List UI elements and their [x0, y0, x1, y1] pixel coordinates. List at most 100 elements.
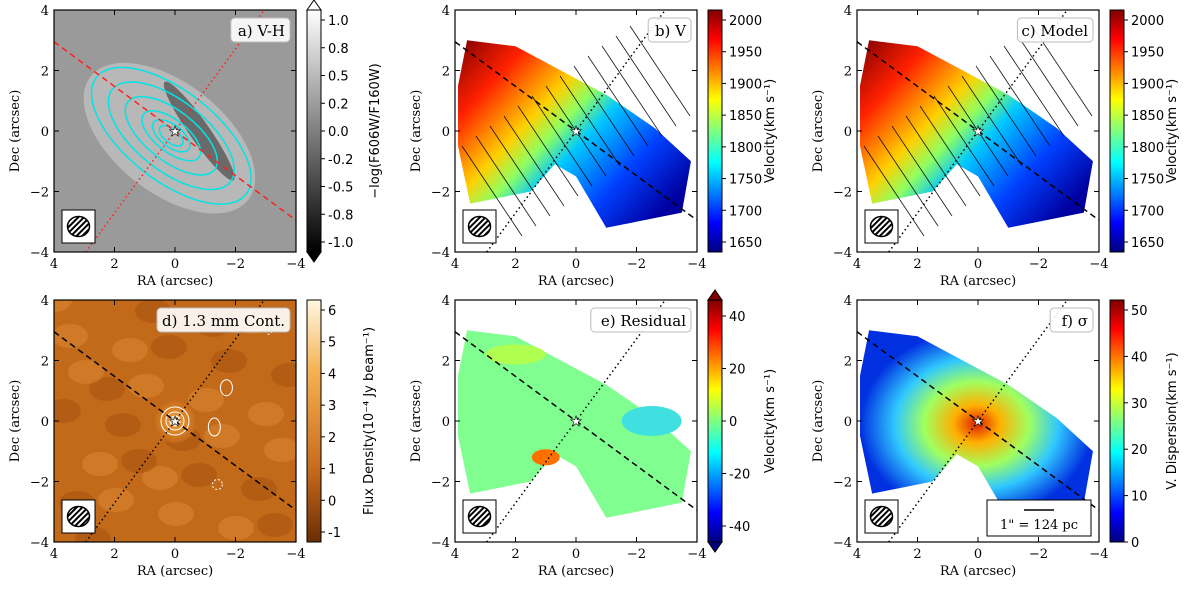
y-tick-label: −4 — [431, 246, 450, 261]
y-tick-label: −4 — [30, 246, 49, 261]
scale-bar-label: 1" = 124 pc — [1000, 518, 1078, 533]
colorbar-tick-label: 20 — [729, 363, 746, 378]
colorbar-tick-label: -0.2 — [328, 153, 353, 168]
x-tick-label: −4 — [1089, 547, 1108, 562]
x-axis-label: RA (arcsec) — [137, 274, 213, 289]
y-tick-label: −2 — [431, 186, 450, 201]
scale-bar-box — [986, 499, 1092, 537]
panel-label: b) V — [655, 22, 687, 40]
beam-ellipse-icon — [66, 505, 91, 528]
colorbar — [707, 9, 723, 253]
map-image — [458, 25, 691, 237]
noise-blob — [98, 488, 134, 512]
beam-ellipse-icon — [66, 215, 91, 238]
colorbar-label: Flux Density(10⁻⁴ Jy beam⁻¹) — [362, 327, 377, 515]
panel-label: c) Model — [1021, 22, 1088, 40]
colorbar-tick-label: 1 — [328, 463, 336, 478]
contour-line — [961, 75, 1023, 167]
x-axis-label: RA (arcsec) — [940, 274, 1016, 289]
colorbar — [707, 299, 723, 543]
colorbar-tick-label: 0 — [729, 415, 737, 430]
noise-blob — [181, 463, 217, 487]
noise-blob — [112, 338, 148, 362]
panel-label: e) Residual — [601, 312, 686, 330]
y-tick-label: −2 — [833, 476, 852, 491]
contour-line — [475, 135, 537, 227]
contour-line — [1003, 45, 1065, 137]
contour-line — [905, 115, 967, 207]
x-tick-label: 0 — [974, 257, 982, 272]
noise-blob — [188, 388, 224, 412]
colorbar-label: Velocity(km s⁻¹) — [1165, 79, 1180, 183]
contour-line — [891, 125, 953, 217]
y-tick-label: 4 — [41, 4, 49, 19]
contour-line — [207, 417, 221, 437]
x-tick-label: −2 — [226, 257, 245, 272]
colorbar-tick-label: 0.2 — [328, 97, 349, 112]
colorbar-tick-label: 1.0 — [328, 14, 349, 29]
map-image — [860, 25, 1093, 237]
colorbar-tick-label: 3 — [328, 399, 336, 414]
colorbar-tick-label: 1700 — [1131, 204, 1164, 219]
contour-line — [601, 45, 663, 137]
colorbar-tick-label: 1950 — [729, 46, 762, 61]
noise-blob — [264, 438, 296, 462]
x-tick-label: 4 — [50, 257, 58, 272]
x-axis-label: RA (arcsec) — [940, 564, 1016, 579]
colorbar — [1109, 299, 1125, 543]
colorbar-tick-label: 0 — [1131, 536, 1139, 551]
y-tick-label: 2 — [41, 355, 49, 370]
x-tick-label: 4 — [853, 547, 861, 562]
x-tick-label: 2 — [913, 547, 921, 562]
contour-line — [124, 95, 219, 176]
y-tick-label: 0 — [442, 415, 450, 430]
x-axis-label: RA (arcsec) — [137, 564, 213, 579]
minor-axis-line — [888, 299, 1068, 543]
colorbar-tick-label: 1700 — [729, 204, 762, 219]
y-tick-label: 0 — [844, 415, 852, 430]
x-tick-label: 2 — [110, 257, 118, 272]
noise-blob — [257, 513, 293, 537]
y-tick-label: 4 — [41, 294, 49, 309]
colorbar-tick-label: 10 — [1131, 490, 1148, 505]
contour-line — [629, 25, 691, 117]
y-tick-label: 4 — [442, 4, 450, 19]
contour-line — [219, 379, 233, 397]
colorbar-tick-label: -1 — [328, 526, 341, 541]
map-image — [458, 330, 691, 518]
y-tick-label: −2 — [431, 476, 450, 491]
contour-line — [531, 95, 593, 187]
noise-blob — [211, 349, 247, 373]
colorbar-extend-bottom — [707, 541, 723, 553]
colorbar-tick-label: 50 — [1131, 304, 1148, 319]
colorbar-tick-label: 1850 — [1131, 109, 1164, 124]
contour-line — [160, 406, 190, 436]
contour-line — [919, 105, 981, 197]
noise-blob — [128, 374, 164, 398]
minor-axis-line — [85, 299, 265, 543]
noise-blob — [54, 324, 88, 348]
major-axis-line — [454, 41, 698, 221]
colorbar-tick-label: 1750 — [729, 173, 762, 188]
contour-line — [517, 105, 579, 197]
x-tick-label: −2 — [1029, 547, 1048, 562]
beam-ellipse-icon — [467, 505, 492, 528]
noise-blob — [142, 466, 178, 490]
colorbar-extend-top — [707, 289, 723, 301]
noise-blob — [54, 300, 72, 312]
colorbar-tick-label: 40 — [729, 310, 746, 325]
y-axis-label: Dec (arcsec) — [811, 90, 826, 173]
contour-line — [975, 65, 1037, 157]
colorbar-tick-label: 2 — [328, 431, 336, 446]
noise-blob — [271, 363, 296, 387]
x-tick-label: −4 — [687, 257, 706, 272]
colorbar-tick-label: 0.0 — [328, 125, 349, 140]
x-tick-label: −4 — [286, 547, 305, 562]
residual-patch — [531, 449, 560, 466]
beam-ellipse-icon — [467, 215, 492, 238]
